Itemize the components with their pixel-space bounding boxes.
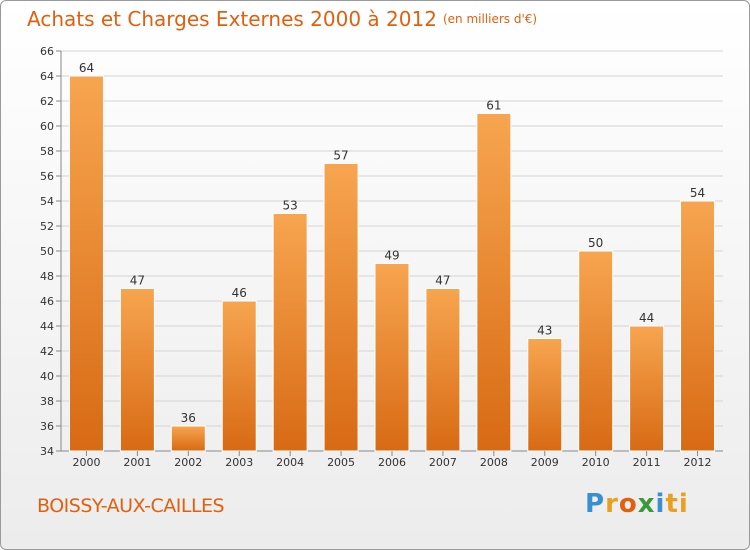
x-tick-label: 2003 (225, 456, 253, 469)
data-label: 47 (130, 274, 145, 288)
x-tick-label: 2005 (327, 456, 355, 469)
commune-name: BOISSY-AUX-CAILLES (37, 495, 225, 517)
chart-unit: (en milliers d'€) (442, 12, 538, 26)
y-tick-label: 58 (40, 145, 54, 158)
y-tick-label: 50 (40, 245, 54, 258)
y-tick-label: 66 (40, 45, 54, 58)
x-tick-label: 2001 (123, 456, 151, 469)
data-label: 50 (588, 236, 603, 250)
y-tick-label: 44 (40, 320, 54, 333)
logo-letter: P (585, 489, 606, 519)
x-tick-label: 2011 (633, 456, 661, 469)
y-tick-label: 62 (40, 95, 54, 108)
y-tick-label: 52 (40, 220, 54, 233)
x-tick-label: 2006 (378, 456, 406, 469)
y-tick-label: 36 (40, 420, 54, 433)
logo-letter: o (618, 489, 638, 519)
x-tick-label: 2010 (582, 456, 610, 469)
data-label: 54 (690, 186, 705, 200)
y-tick-label: 42 (40, 345, 54, 358)
x-tick-label: 2008 (480, 456, 508, 469)
bar (221, 300, 257, 452)
chart-title-text: Achats et Charges Externes 2000 à 2012 (27, 7, 437, 31)
y-tick-label: 46 (40, 295, 54, 308)
data-label: 44 (639, 311, 654, 325)
y-tick-label: 64 (40, 70, 54, 83)
y-tick-label: 48 (40, 270, 54, 283)
y-tick-label: 40 (40, 370, 54, 383)
bar (425, 288, 461, 452)
data-labels: 64 47 36 46 53 57 49 47 61 43 50 44 54 (79, 61, 705, 425)
y-tick-label: 38 (40, 395, 54, 408)
y-tick-label: 54 (40, 195, 54, 208)
y-tick-label: 34 (40, 445, 54, 458)
data-label: 36 (181, 411, 196, 425)
x-tick-label: 2012 (684, 456, 712, 469)
bar (170, 425, 206, 452)
x-tick-label: 2007 (429, 456, 457, 469)
y-axis-ticks: 34 36 38 40 42 44 46 48 50 52 54 56 58 60 62 64 66 (40, 45, 54, 458)
bar (680, 200, 716, 452)
bar (68, 75, 104, 452)
bar (272, 213, 308, 452)
bar (527, 338, 563, 452)
bars (68, 75, 716, 452)
proxiti-logo: Proxiti (585, 489, 689, 519)
data-label: 57 (333, 149, 348, 163)
logo-letter: r (605, 489, 619, 519)
data-label: 46 (232, 286, 247, 300)
x-tick-label: 2009 (531, 456, 559, 469)
data-label: 64 (79, 61, 94, 75)
data-label: 43 (537, 324, 552, 338)
bar (119, 288, 155, 452)
y-tick-label: 60 (40, 120, 54, 133)
x-tick-label: 2002 (174, 456, 202, 469)
x-tick-label: 2000 (72, 456, 100, 469)
bar (323, 163, 359, 452)
x-axis-ticks: 2000 2001 2002 2003 2004 2005 2006 2007 2008 2009… (72, 451, 712, 469)
y-tick-label: 56 (40, 170, 54, 183)
logo-letter: ti (665, 489, 689, 519)
data-label: 49 (384, 249, 399, 263)
logo-letter: i (655, 489, 666, 519)
x-tick-label: 2004 (276, 456, 304, 469)
bar (374, 263, 410, 452)
data-label: 53 (283, 199, 298, 213)
chart-title: Achats et Charges Externes 2000 à 2012 (e… (27, 7, 537, 31)
data-label: 61 (486, 99, 501, 113)
bar (629, 325, 665, 452)
bar (578, 250, 614, 452)
logo-letter: x (637, 489, 656, 519)
bar (476, 113, 512, 452)
data-label: 47 (435, 274, 450, 288)
